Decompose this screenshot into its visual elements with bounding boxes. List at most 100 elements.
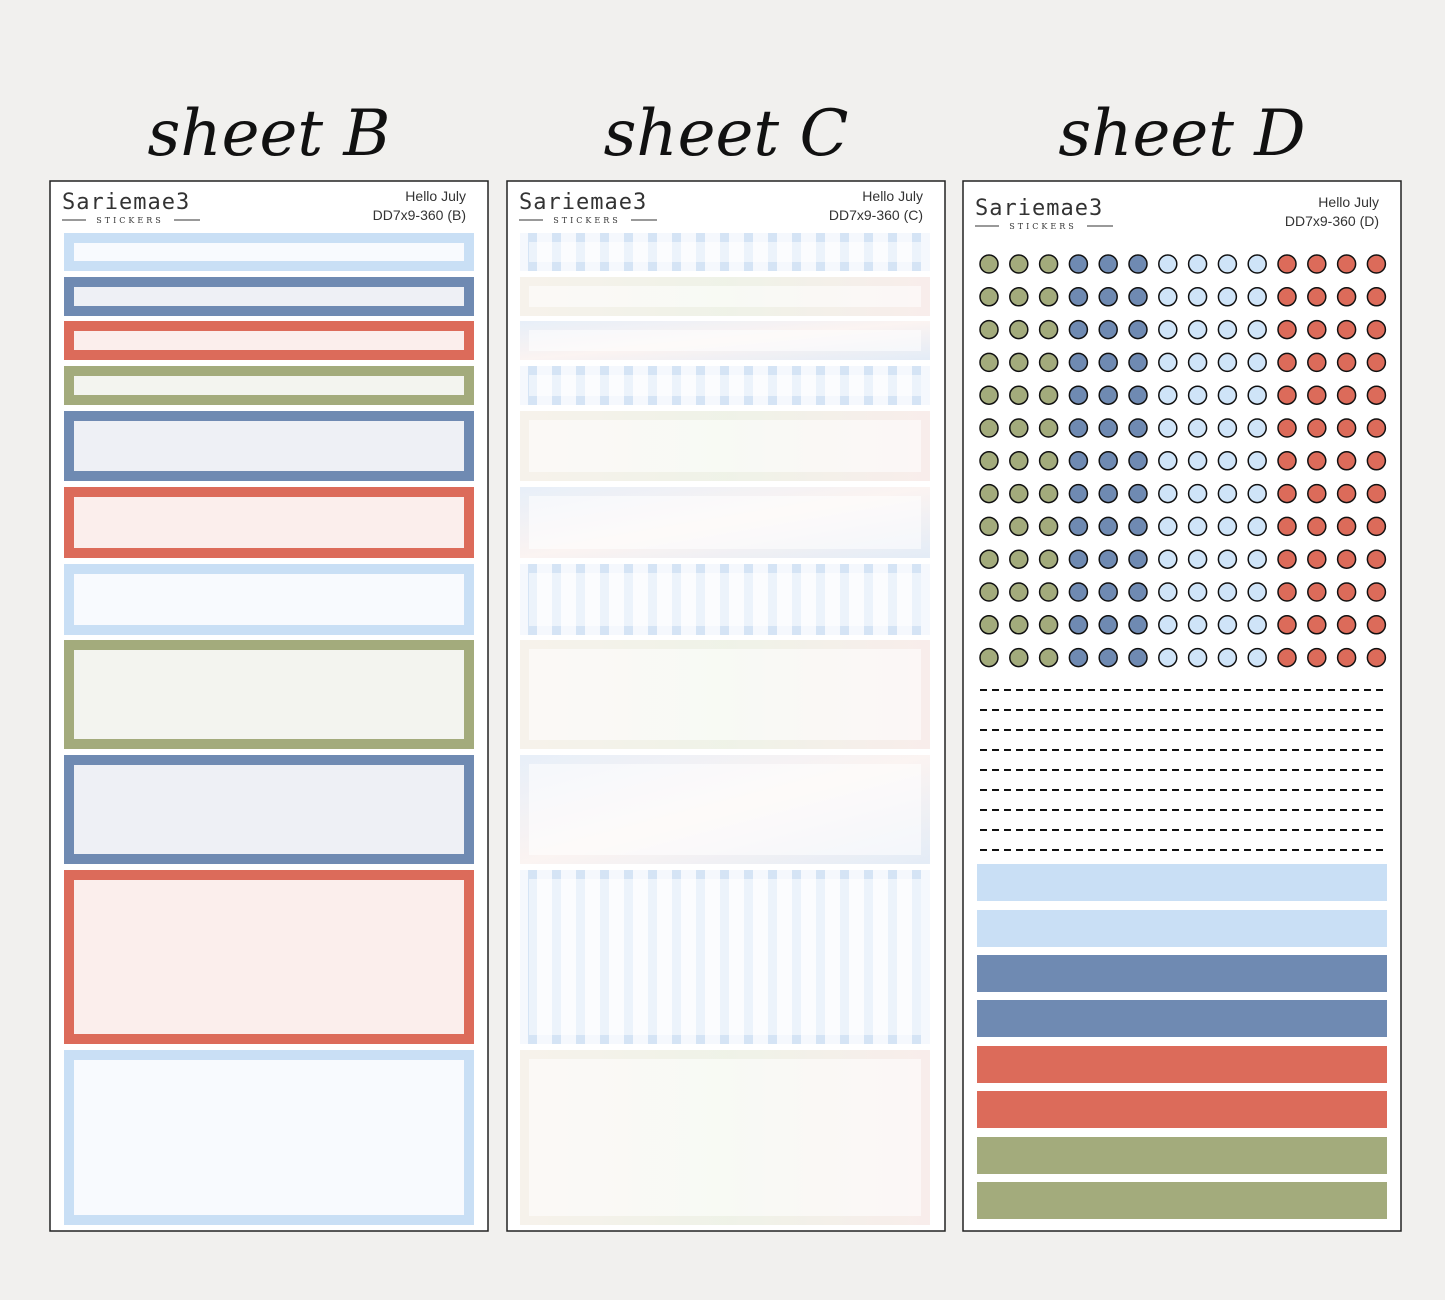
product-name: Hello July	[1318, 194, 1379, 210]
pattern-sticker-inner	[529, 573, 921, 626]
dot-sticker	[1158, 483, 1178, 504]
dot-sticker	[1187, 615, 1208, 635]
dot-sticker	[1187, 483, 1208, 504]
box-sticker	[64, 564, 474, 635]
dot-sticker	[1366, 647, 1387, 668]
pattern-sticker-inner	[529, 764, 921, 855]
dot-sticker	[1158, 254, 1178, 274]
dot-sticker	[1187, 319, 1208, 340]
dot-sticker	[1158, 385, 1178, 405]
brand: Sariemae3	[62, 190, 190, 215]
dot-sticker	[1158, 615, 1178, 635]
dot-sticker	[1128, 418, 1148, 438]
dot-sticker	[1128, 615, 1148, 635]
dot-sticker	[1336, 287, 1357, 307]
dot-sticker	[1217, 483, 1238, 504]
box-sticker	[64, 366, 474, 405]
dot-sticker	[1068, 582, 1089, 602]
sheet-title: sheet B	[148, 97, 391, 171]
dot-sticker	[1038, 647, 1059, 668]
dot-sticker	[1217, 549, 1238, 569]
dot-sticker	[1009, 287, 1029, 307]
dot-sticker	[1158, 582, 1178, 602]
dot-sticker	[1187, 254, 1208, 274]
brand-sub: STICKERS	[553, 216, 620, 225]
dot-sticker	[1366, 516, 1387, 537]
box-sticker	[64, 755, 474, 864]
dot-sticker	[979, 418, 999, 438]
dot-sticker	[1128, 385, 1148, 405]
dot-sticker	[1366, 319, 1387, 340]
dot-sticker	[1307, 483, 1327, 504]
dot-sticker	[1217, 385, 1238, 405]
dot-sticker	[1277, 615, 1297, 635]
dot-sticker	[1128, 319, 1148, 340]
sheet-title: sheet D	[1058, 97, 1305, 171]
dot-sticker	[1366, 352, 1387, 373]
pattern-sticker-inner	[529, 420, 921, 472]
dot-sticker	[1098, 615, 1118, 635]
dot-sticker	[1068, 647, 1089, 668]
brand-sub: STICKERS	[1009, 222, 1076, 231]
dot-sticker	[1098, 483, 1118, 504]
dot-sticker	[1217, 516, 1238, 537]
dot-sticker	[1247, 385, 1267, 405]
dot-sticker	[1068, 352, 1089, 373]
sheet-title: sheet C	[604, 97, 849, 171]
dot-sticker	[1158, 451, 1178, 471]
dot-sticker	[1009, 615, 1029, 635]
dot-sticker	[1187, 516, 1208, 537]
dot-sticker	[1277, 647, 1297, 668]
pattern-sticker-inner	[529, 649, 921, 740]
dot-sticker	[1158, 418, 1178, 438]
dot-sticker	[1009, 418, 1029, 438]
dot-sticker	[1307, 254, 1327, 274]
dot-sticker	[979, 385, 999, 405]
dot-sticker	[1307, 516, 1327, 537]
dot-sticker	[1128, 483, 1148, 504]
dot-sticker	[1158, 352, 1178, 373]
dot-sticker	[1038, 418, 1059, 438]
dot-sticker	[1187, 451, 1208, 471]
dot-sticker	[1038, 483, 1059, 504]
dot-sticker	[1128, 287, 1148, 307]
dot-sticker	[1336, 483, 1357, 504]
dot-sticker	[1336, 418, 1357, 438]
box-sticker	[64, 321, 474, 360]
dot-sticker	[1009, 352, 1029, 373]
dot-sticker	[1366, 549, 1387, 569]
brand-sub: STICKERS	[96, 216, 163, 225]
dot-sticker	[1247, 352, 1267, 373]
dot-sticker	[1038, 319, 1059, 340]
dot-sticker	[1247, 516, 1267, 537]
dot-sticker	[1366, 483, 1387, 504]
dot-sticker	[979, 549, 999, 569]
strip-sticker	[977, 1046, 1387, 1083]
pattern-sticker-inner	[529, 286, 921, 307]
dot-sticker	[1217, 287, 1238, 307]
dot-sticker	[1187, 352, 1208, 373]
dot-sticker	[1247, 319, 1267, 340]
strip-sticker	[977, 864, 1387, 901]
dot-sticker	[1038, 352, 1059, 373]
product-code: DD7x9-360 (D)	[1285, 213, 1379, 229]
dot-sticker	[1158, 319, 1178, 340]
dot-sticker	[1277, 451, 1297, 471]
dot-sticker	[1277, 582, 1297, 602]
dot-sticker	[1336, 516, 1357, 537]
dot-sticker	[1098, 352, 1118, 373]
dot-sticker	[1366, 451, 1387, 471]
dot-sticker	[1247, 582, 1267, 602]
dot-sticker	[1307, 418, 1327, 438]
dot-sticker	[1098, 516, 1118, 537]
dot-sticker	[979, 615, 999, 635]
dot-sticker	[1307, 549, 1327, 569]
dot-sticker	[1336, 385, 1357, 405]
dot-sticker	[1217, 451, 1238, 471]
dot-sticker	[1336, 615, 1357, 635]
dot-sticker	[1307, 287, 1327, 307]
dot-sticker	[1366, 582, 1387, 602]
dot-sticker	[1009, 483, 1029, 504]
dot-sticker	[1068, 254, 1089, 274]
strip-sticker	[977, 955, 1387, 992]
